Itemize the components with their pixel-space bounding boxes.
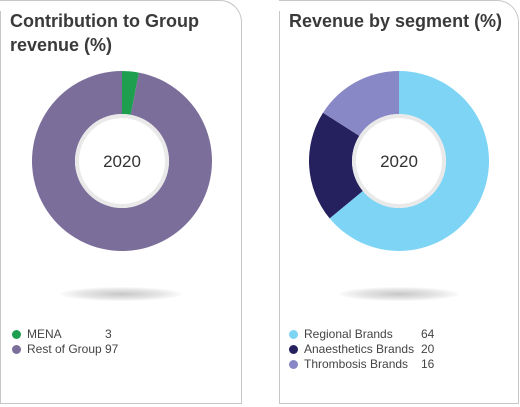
chart-title: Revenue by segment (%) bbox=[289, 11, 503, 31]
donut-center-label: 2020 bbox=[380, 152, 418, 171]
legend-value: 3 bbox=[105, 327, 112, 341]
legend-label: Rest of Group bbox=[27, 342, 102, 356]
legend-item: MENA 3 bbox=[12, 327, 232, 342]
legend-item: Rest of Group 97 bbox=[12, 342, 232, 357]
chart-panel-segment: Revenue by segment (%) 2020 Regional Bra… bbox=[279, 0, 519, 404]
legend-swatch bbox=[12, 330, 21, 339]
donut-chart-segment: 2020 bbox=[309, 71, 489, 252]
donut-center-label: 2020 bbox=[103, 152, 141, 171]
legend-label: MENA bbox=[27, 327, 62, 341]
chart-title: Contribution to Group revenue (%) bbox=[10, 11, 199, 55]
donut-chart-mena: 2020 bbox=[31, 71, 212, 252]
legend-label: Regional Brands bbox=[304, 327, 393, 341]
chart-shadow bbox=[339, 287, 459, 301]
legend-label: Thrombosis Brands bbox=[304, 357, 409, 371]
legend-value: 16 bbox=[421, 357, 435, 371]
chart-legend: MENA 3 Rest of Group 97 bbox=[12, 327, 232, 357]
legend-swatch bbox=[12, 345, 21, 354]
legend-label: Anaesthetics Brands bbox=[304, 342, 415, 356]
legend-value: 64 bbox=[421, 327, 435, 341]
donut-hole bbox=[356, 118, 442, 204]
legend-value: 20 bbox=[421, 342, 435, 356]
legend-swatch bbox=[289, 330, 298, 339]
donut-slice-anaesthetics-brands bbox=[309, 112, 363, 219]
donut-slice-mena bbox=[122, 71, 139, 115]
donut-slice-rest-of-group bbox=[31, 71, 212, 252]
donut-slice-regional-brands bbox=[329, 71, 489, 252]
legend-item: Regional Brands 64 bbox=[289, 327, 509, 342]
chart-shadow bbox=[60, 287, 182, 301]
donut-slice-thrombosis-brands bbox=[323, 71, 399, 136]
chart-legend: Regional Brands 64 Anaesthetics Brands 20 Th… bbox=[289, 327, 509, 372]
legend-item: Anaesthetics Brands 20 bbox=[289, 342, 509, 357]
legend-swatch bbox=[289, 360, 298, 369]
donut-hole bbox=[79, 118, 165, 204]
legend-item: Thrombosis Brands 16 bbox=[289, 357, 509, 372]
legend-swatch bbox=[289, 345, 298, 354]
chart-panel-mena: Contribution to Group revenue (%) 2020 M… bbox=[0, 0, 242, 404]
legend-value: 97 bbox=[105, 342, 119, 356]
